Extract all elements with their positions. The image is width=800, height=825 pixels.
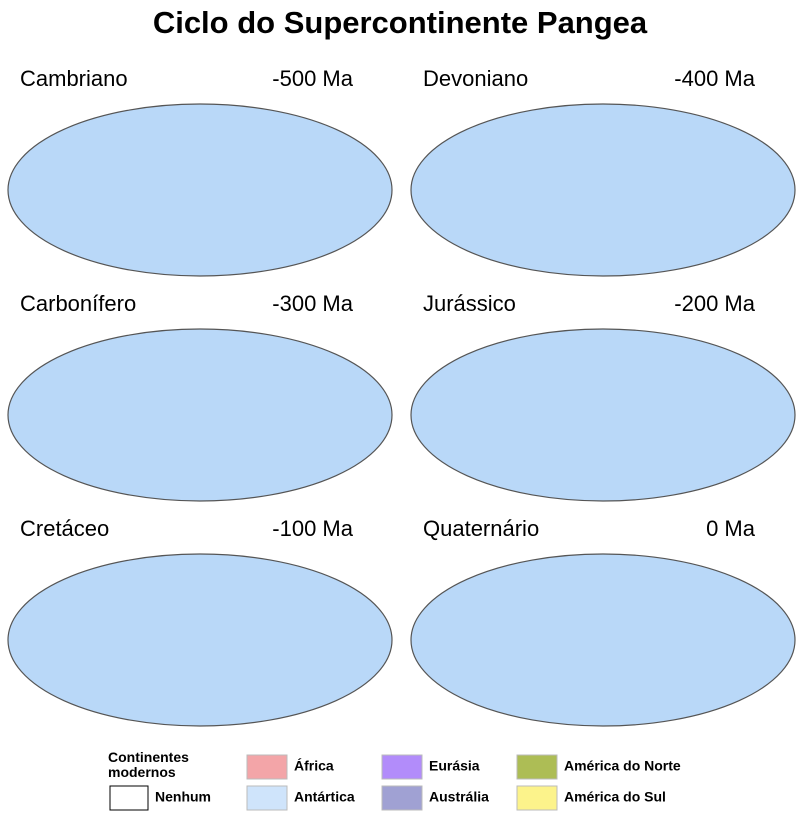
ocean [8,554,392,726]
ocean [411,104,795,276]
ocean [8,104,392,276]
legend-swatch [246,754,288,780]
map-panel: Devoniano -400 Ma [410,66,796,277]
legend-swatch [381,754,423,780]
period-age: -500 Ma [272,66,353,91]
map-panel: Jurássico -200 Ma [410,291,796,502]
legend-swatch [516,785,558,811]
legend-label: América do Norte [564,758,681,774]
map-outline [410,553,796,727]
legend-label: Nenhum [155,789,211,805]
legend-swatch [109,785,149,811]
legend-swatch [516,754,558,780]
period-age: -400 Ma [674,66,755,91]
map-panel: Cambriano -500 Ma [7,66,393,277]
title: Ciclo do Supercontinente Pangea [153,5,648,40]
period-name: Jurássico [423,291,516,316]
map-panel: Quaternário 0 Ma [410,516,796,727]
map-panel: Carbonífero -300 Ma [7,291,393,502]
legend-heading-box: Continentes modernos [108,750,189,780]
legend-label: América do Sul [564,789,666,805]
map-outline [410,103,796,277]
legend-label: Austrália [429,789,489,805]
legend-swatch [381,785,423,811]
legend-label: Antártica [294,789,355,805]
period-name: Cambriano [20,66,128,91]
legend-label: África [294,758,334,774]
ocean [411,554,795,726]
period-name: Cretáceo [20,516,109,541]
legend-label: Eurásia [429,758,480,774]
period-age: -200 Ma [674,291,755,316]
period-age: 0 Ma [706,516,756,541]
legend-heading: Continentes modernos [108,750,189,780]
ocean [411,329,795,501]
period-name: Devoniano [423,66,528,91]
legend-swatch [246,785,288,811]
period-age: -100 Ma [272,516,353,541]
ocean [8,329,392,501]
map-outline [410,328,796,502]
period-age: -300 Ma [272,291,353,316]
map-panel: Cretáceo -100 Ma [7,516,393,727]
period-name: Quaternário [423,516,539,541]
map-outline [7,328,393,502]
map-outline [7,103,393,277]
period-name: Carbonífero [20,291,136,316]
map-outline [7,553,393,727]
